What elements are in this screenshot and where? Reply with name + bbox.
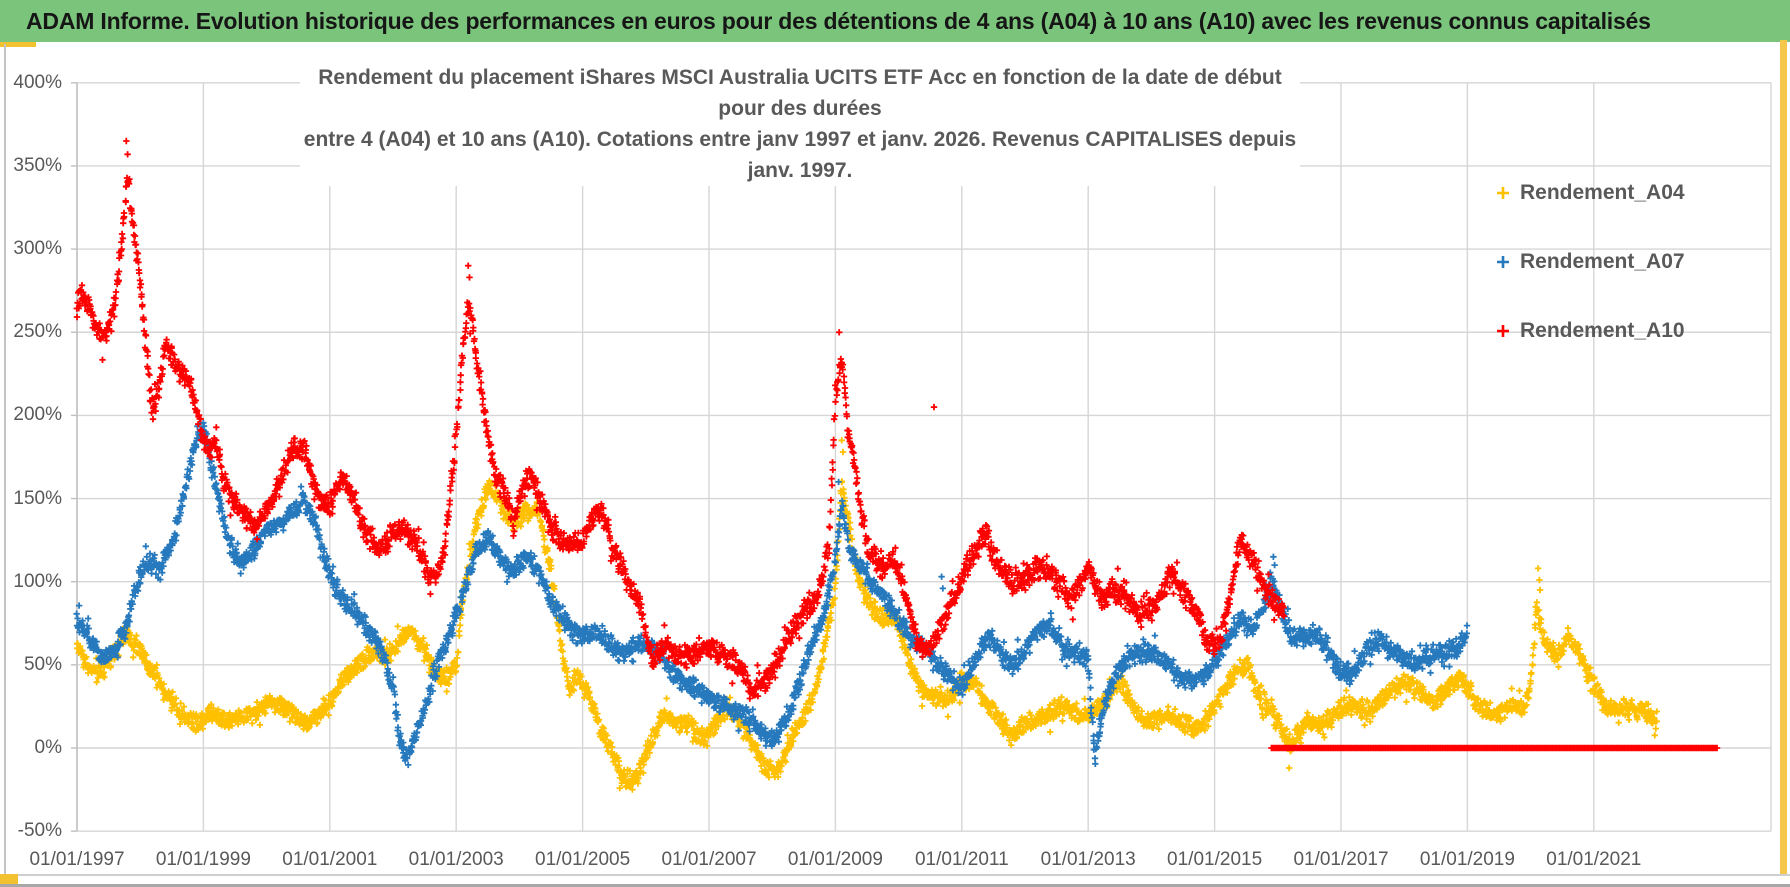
y-axis-label: 400% — [13, 71, 62, 93]
legend-item-Rendement_A10[interactable]: Rendement_A10 — [1484, 317, 1685, 345]
legend-label: Rendement_A04 — [1520, 181, 1685, 204]
chart-title-line1: Rendement du placement iShares MSCI Aust… — [318, 66, 1282, 120]
y-axis-label: 200% — [13, 404, 62, 426]
legend-plus-marker-icon — [1497, 187, 1509, 199]
x-axis-label: 01/01/1999 — [155, 849, 251, 870]
legend-item-Rendement_A04[interactable]: Rendement_A04 — [1484, 179, 1685, 207]
gold-accent-right-border — [1780, 40, 1787, 876]
y-axis-label: 250% — [13, 321, 62, 343]
chart-title: Rendement du placement iShares MSCI Aust… — [300, 62, 1300, 186]
series-Rendement_A07[interactable] — [73, 419, 1471, 769]
page-left-border — [4, 44, 6, 874]
y-axis-label: 150% — [13, 487, 62, 509]
x-axis-label: 01/01/2007 — [661, 849, 757, 870]
y-axis-label: 350% — [13, 154, 62, 176]
legend-label: Rendement_A07 — [1520, 250, 1685, 273]
x-axis-label: 01/01/2017 — [1293, 849, 1389, 870]
x-axis-label: 01/01/2015 — [1167, 849, 1263, 870]
x-axis-label: 01/01/2019 — [1419, 849, 1515, 870]
page-bottom-rule — [0, 874, 1790, 876]
x-axis-label: 01/01/2005 — [535, 849, 631, 870]
legend-label: Rendement_A10 — [1520, 319, 1685, 342]
y-axis-label: 0% — [34, 737, 62, 758]
series-Rendement_A10[interactable] — [73, 137, 1721, 752]
legend-item-Rendement_A07[interactable]: Rendement_A07 — [1484, 248, 1685, 276]
x-axis-label: 01/01/2009 — [787, 849, 883, 870]
y-axis-label: 50% — [23, 653, 62, 675]
report-title-bar: ADAM Informe. Evolution historique des p… — [0, 0, 1790, 42]
report-title: ADAM Informe. Evolution historique des p… — [26, 7, 1651, 34]
x-axis-label: 01/01/1997 — [29, 849, 125, 870]
x-axis-label: 01/01/2003 — [408, 849, 504, 870]
legend-plus-marker-icon — [1497, 256, 1509, 268]
gold-accent-bottom-left — [0, 874, 18, 887]
y-axis-label: -50% — [17, 820, 62, 842]
series-Rendement_A04[interactable] — [74, 437, 1660, 793]
x-axis-label: 01/01/2013 — [1040, 849, 1136, 870]
legend-plus-marker-icon — [1497, 325, 1509, 337]
y-axis-label: 100% — [13, 570, 62, 592]
y-axis-label: 300% — [13, 238, 62, 260]
x-axis-label: 01/01/2021 — [1546, 849, 1642, 870]
chart-title-line2: entre 4 (A04) et 10 ans (A10). Cotations… — [303, 128, 1297, 182]
x-axis-label: 01/01/2001 — [282, 849, 378, 870]
window-bottom-edge — [0, 884, 1790, 887]
gold-accent-top-left — [0, 42, 36, 47]
x-axis-label: 01/01/2011 — [914, 849, 1009, 870]
